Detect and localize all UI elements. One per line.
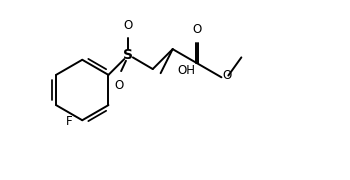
- Text: O: O: [223, 69, 232, 82]
- Text: OH: OH: [178, 64, 196, 76]
- Text: O: O: [124, 19, 133, 32]
- Text: S: S: [123, 48, 133, 62]
- Text: O: O: [114, 79, 123, 92]
- Text: O: O: [193, 23, 202, 36]
- Text: F: F: [66, 115, 73, 129]
